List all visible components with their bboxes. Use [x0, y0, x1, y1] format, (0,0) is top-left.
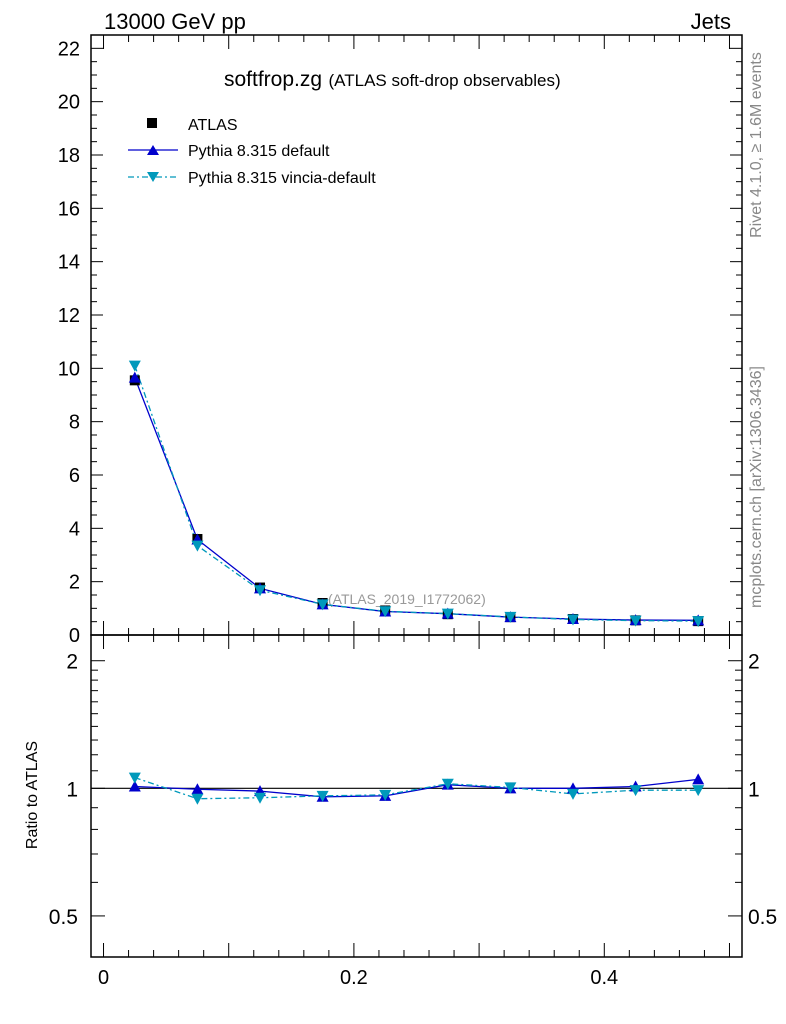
plot-title-sub: (ATLAS soft-drop observables)	[329, 71, 561, 90]
ratio-y-tick-label: 2	[66, 651, 78, 674]
main-data-point	[566, 614, 579, 626]
x-tick-label: 0.2	[340, 967, 368, 989]
main-y-tick-label: 4	[69, 518, 80, 540]
legend-label-pythia-default: Pythia 8.315 default	[188, 143, 330, 160]
main-data-point	[629, 615, 642, 627]
ratio-y-tick-label-right: 1	[748, 778, 760, 801]
ratio-data-point	[692, 785, 705, 797]
main-series-line	[134, 377, 699, 621]
main-data-point	[128, 360, 141, 372]
mcplots-reference-label: mcplots.cern.ch [arXiv:1306.3436]	[748, 366, 765, 608]
main-y-tick-label: 12	[58, 305, 80, 327]
ratio-data-point	[692, 773, 705, 785]
ratio-data-point	[629, 785, 642, 797]
main-data-point	[316, 599, 329, 611]
analysis-id-label: (ATLAS_2019_I1772062)	[328, 591, 486, 607]
main-y-tick-label: 0	[69, 625, 80, 647]
ratio-data-point	[504, 782, 517, 794]
x-tick-label: 0.4	[590, 967, 618, 989]
main-data-point	[692, 616, 705, 628]
header-energy: 13000 GeV pp	[104, 9, 246, 34]
header-category: Jets	[691, 9, 731, 34]
plot-title: softfrop.zg (ATLAS soft-drop observables…	[224, 68, 561, 91]
legend-marker-pythia-vincia	[147, 172, 159, 182]
ratio-panel-frame	[90, 634, 743, 958]
main-data-point	[191, 540, 204, 552]
main-data-point	[441, 608, 454, 620]
ratio-data-point	[191, 793, 204, 805]
legend-marker-pythia-default	[147, 145, 159, 155]
legend-label-pythia-vincia: Pythia 8.315 vincia-default	[188, 170, 376, 187]
ratio-x-axis: 0 0.2 0.4	[98, 635, 730, 989]
ratio-y-tick-label: 0.5	[49, 906, 78, 929]
main-y-tick-label: 22	[58, 38, 80, 60]
main-y-tick-label: 10	[58, 358, 80, 380]
ratio-y-tick-label-right: 0.5	[748, 906, 777, 929]
main-data-point	[254, 585, 267, 597]
main-data-point	[379, 606, 392, 618]
ratio-data-point	[191, 783, 204, 795]
main-y-tick-label: 6	[69, 465, 80, 487]
ratio-data-point	[128, 780, 141, 792]
main-y-tick-label: 14	[58, 252, 80, 274]
legend: ATLAS Pythia 8.315 default Pythia 8.315 …	[128, 117, 376, 187]
main-y-axis: 0 2 4 6 8 10 12 14 16 18 20 22	[58, 38, 742, 647]
main-y-tick-label: 8	[69, 412, 80, 434]
ratio-data-point	[128, 772, 141, 784]
ratio-ylabel: Ratio to ATLAS	[24, 741, 41, 849]
ratio-series-layer	[128, 772, 705, 805]
main-y-tick-label: 16	[58, 198, 80, 220]
legend-label-atlas: ATLAS	[188, 117, 238, 134]
main-series-layer	[128, 360, 705, 628]
ratio-data-point	[566, 788, 579, 800]
main-data-point	[128, 371, 141, 383]
legend-marker-atlas	[147, 118, 157, 128]
ratio-y-tick-label-right: 2	[748, 651, 760, 674]
ratio-y-axis: 0.5 0.5 1 1 2 2	[49, 651, 777, 958]
main-x-ticks	[103, 35, 730, 635]
main-y-tick-label: 18	[58, 145, 80, 167]
ratio-data-point	[441, 778, 454, 790]
ratio-data-point	[316, 790, 329, 802]
ratio-data-point	[379, 789, 392, 801]
main-y-tick-label: 2	[69, 572, 80, 594]
x-tick-label: 0	[98, 967, 109, 989]
rivet-version-label: Rivet 4.1.0, ≥ 1.6M events	[748, 52, 765, 238]
plot-title-main: softfrop.zg	[224, 68, 322, 91]
ratio-data-point	[254, 792, 267, 804]
ratio-series-line	[134, 778, 699, 798]
ratio-y-tick-label: 1	[66, 778, 78, 801]
main-y-tick-label: 20	[58, 92, 80, 114]
main-series-line	[134, 365, 699, 622]
main-data-point	[504, 611, 517, 623]
ratio-series-line	[134, 776, 699, 800]
